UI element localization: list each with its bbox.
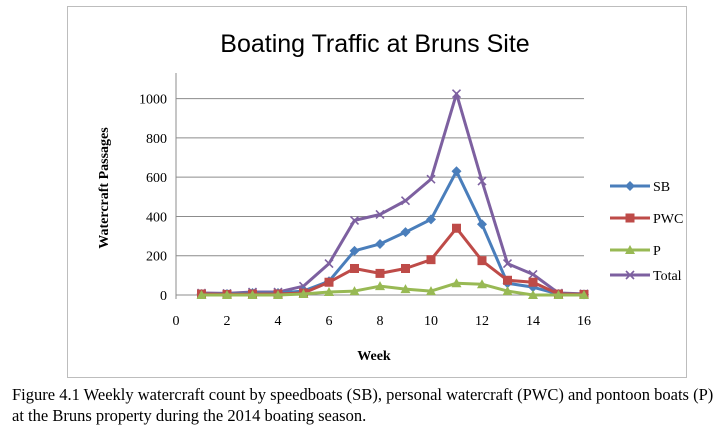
data-point [502, 286, 513, 296]
data-point [375, 209, 385, 220]
x-tick-label: 16 [577, 314, 591, 329]
data-point [400, 196, 411, 206]
x-tick-label: 2 [224, 314, 231, 329]
marker-stroke [426, 174, 436, 184]
data-point [426, 286, 436, 296]
legend-marker [625, 270, 635, 280]
legend-label: Total [653, 269, 682, 284]
gridlines [176, 98, 584, 296]
data-point [477, 256, 487, 266]
data-point [350, 263, 359, 273]
marker-stroke [349, 215, 360, 225]
data-point [426, 214, 436, 225]
marker-stroke [400, 196, 411, 206]
y-tick-label: 600 [146, 171, 167, 186]
x-tick-label: 8 [377, 314, 384, 329]
x-tick-label: 4 [275, 314, 282, 329]
data-point [273, 290, 283, 299]
marker-stroke [324, 259, 334, 269]
x-tick-label: 6 [326, 314, 333, 329]
y-tick-label: 1000 [139, 93, 167, 108]
marker-stroke [477, 176, 487, 186]
chart-frame: Boating Traffic at Bruns Site Watercraft… [67, 6, 687, 378]
data-point [477, 219, 487, 230]
data-point [247, 290, 258, 299]
marker-stroke [502, 259, 513, 269]
marker-stroke [625, 270, 635, 280]
x-tick-label: 12 [475, 314, 489, 329]
marker-stroke [528, 269, 538, 279]
series-total [196, 89, 589, 299]
y-tick-label: 0 [160, 289, 167, 304]
data-point [452, 223, 461, 233]
data-point [528, 269, 538, 279]
data-point [579, 290, 589, 299]
data-point [400, 227, 411, 238]
data-point [324, 259, 334, 269]
legend-label: PWC [653, 212, 683, 227]
figure-caption: Figure 4.1 Weekly watercraft count by sp… [12, 385, 714, 425]
legend-marker [625, 181, 635, 191]
y-tick-label: 200 [146, 250, 167, 265]
data-point [426, 174, 436, 184]
data-point [553, 290, 564, 299]
legend-label: SB [653, 180, 670, 195]
data-point [426, 255, 436, 265]
data-point [502, 259, 513, 269]
y-tick-label: 400 [146, 210, 167, 225]
data-point [528, 290, 538, 299]
data-point [324, 277, 334, 287]
series-line-sb [201, 169, 585, 296]
marker-stroke [451, 89, 462, 99]
x-tick-label: 10 [424, 314, 438, 329]
legend-label: P [653, 244, 661, 259]
legend-item-pwc: PWC [610, 212, 683, 227]
marker-stroke [375, 209, 385, 220]
tick-labels: 0 200 400 600 800 1000 0 2 4 6 8 10 12 14 16 [139, 93, 591, 329]
legend: SB PWC P Total [610, 180, 683, 284]
data-point [196, 290, 207, 299]
series-line-total [201, 92, 585, 296]
legend-item-total: Total [610, 269, 682, 284]
legend-item-sb: SB [610, 180, 670, 195]
data-point [324, 287, 334, 297]
line-chart: Boating Traffic at Bruns Site Watercraft… [97, 30, 683, 364]
data-point [503, 275, 512, 285]
legend-item-p: P [610, 244, 661, 259]
data-point [477, 176, 487, 186]
data-point [451, 89, 462, 99]
data-point [477, 279, 487, 289]
x-tick-label: 0 [173, 314, 180, 329]
x-tick-label: 14 [526, 314, 540, 329]
legend-marker [625, 213, 635, 223]
y-axis-title: Watercraft Passages [97, 127, 112, 249]
data-point [298, 289, 309, 299]
series-line-p [201, 281, 584, 297]
data-point [400, 284, 411, 294]
x-axis-title: Week [357, 349, 391, 364]
chart-title: Boating Traffic at Bruns Site [220, 30, 529, 58]
data-point [349, 286, 360, 296]
data-point [375, 238, 385, 249]
data-point [222, 290, 232, 299]
series-lines [196, 89, 589, 300]
series-p [196, 278, 589, 299]
legend-marker [625, 245, 635, 254]
data-point [375, 281, 385, 291]
data-point [349, 215, 360, 225]
data-point [451, 166, 462, 177]
data-point [349, 245, 360, 256]
data-point [375, 268, 385, 278]
y-tick-label: 800 [146, 132, 167, 147]
data-point [451, 278, 462, 288]
data-point [528, 277, 538, 287]
data-point [401, 263, 410, 273]
